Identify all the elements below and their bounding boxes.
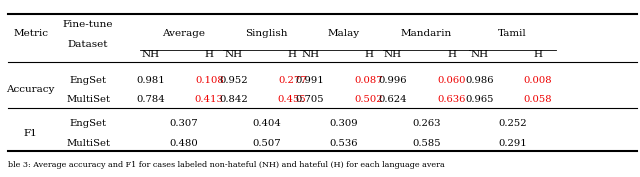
Text: 0.277: 0.277 (278, 76, 307, 84)
Text: Dataset: Dataset (68, 40, 108, 49)
Text: NH: NH (141, 50, 159, 59)
Text: 0.058: 0.058 (524, 95, 552, 104)
Text: 0.413: 0.413 (195, 95, 224, 104)
Text: Tamil: Tamil (498, 29, 527, 38)
Text: 0.784: 0.784 (136, 95, 165, 104)
Text: 0.965: 0.965 (465, 95, 493, 104)
Text: ble 3: Average accuracy and F1 for cases labeled non-hateful (NH) and hateful (H: ble 3: Average accuracy and F1 for cases… (8, 161, 445, 170)
Text: 0.404: 0.404 (252, 119, 281, 128)
Text: MultiSet: MultiSet (66, 139, 110, 147)
Text: NH: NH (301, 50, 319, 59)
Text: 0.991: 0.991 (296, 76, 324, 84)
Text: 0.636: 0.636 (438, 95, 466, 104)
Text: 0.624: 0.624 (379, 95, 407, 104)
Text: H: H (205, 50, 214, 59)
Text: 0.252: 0.252 (498, 119, 527, 128)
Text: H: H (288, 50, 297, 59)
Text: 0.309: 0.309 (329, 119, 358, 128)
Text: Mandarin: Mandarin (401, 29, 452, 38)
Text: 0.108: 0.108 (195, 76, 223, 84)
Text: 0.986: 0.986 (465, 76, 493, 84)
Text: Malay: Malay (327, 29, 359, 38)
Text: MultiSet: MultiSet (66, 95, 110, 104)
Text: 0.060: 0.060 (438, 76, 466, 84)
Text: Accuracy: Accuracy (6, 85, 55, 94)
Text: 0.307: 0.307 (170, 119, 198, 128)
Text: H: H (533, 50, 542, 59)
Text: 0.585: 0.585 (412, 139, 440, 147)
Text: 0.981: 0.981 (136, 76, 165, 84)
Text: 0.008: 0.008 (524, 76, 552, 84)
Text: 0.507: 0.507 (252, 139, 281, 147)
Text: 0.263: 0.263 (412, 119, 440, 128)
Text: H: H (364, 50, 373, 59)
Text: Metric: Metric (13, 29, 48, 38)
Text: 0.705: 0.705 (296, 95, 324, 104)
Text: NH: NH (225, 50, 243, 59)
Text: Singlish: Singlish (246, 29, 288, 38)
Text: NH: NH (470, 50, 488, 59)
Text: 0.536: 0.536 (329, 139, 358, 147)
Text: 0.996: 0.996 (379, 76, 407, 84)
Text: F1: F1 (24, 129, 38, 138)
Text: 0.087: 0.087 (355, 76, 383, 84)
Text: 0.480: 0.480 (170, 139, 198, 147)
Text: 0.502: 0.502 (355, 95, 383, 104)
Text: Fine-tune: Fine-tune (63, 20, 113, 29)
Text: 0.455: 0.455 (278, 95, 307, 104)
Text: EngSet: EngSet (70, 76, 106, 84)
Text: 0.842: 0.842 (219, 95, 248, 104)
Text: EngSet: EngSet (70, 119, 106, 128)
Text: 0.291: 0.291 (498, 139, 527, 147)
Text: Average: Average (162, 29, 205, 38)
Text: 0.952: 0.952 (219, 76, 248, 84)
Text: NH: NH (384, 50, 402, 59)
Text: H: H (447, 50, 456, 59)
